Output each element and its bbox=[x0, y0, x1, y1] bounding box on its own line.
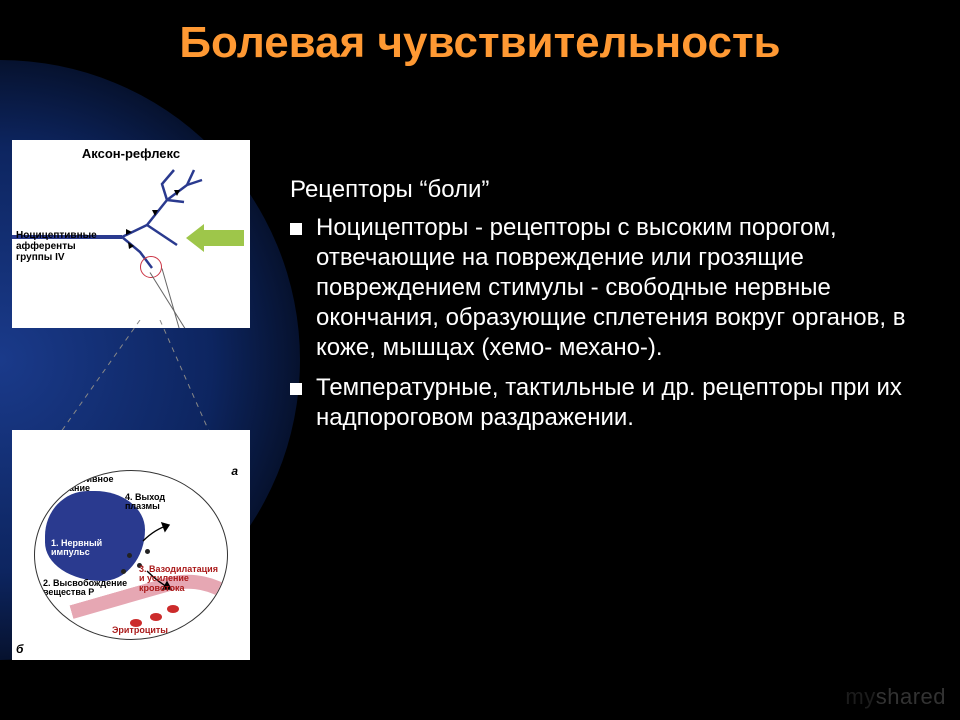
afferent-label: Ноцицептивные афференты группы IV bbox=[16, 230, 100, 263]
bullet-text: Температурные, тактильные и др. рецептор… bbox=[316, 373, 920, 433]
big-arrow-icon bbox=[186, 224, 204, 252]
bullet-item: Ноцицепторы - рецепторы с высоким порого… bbox=[290, 213, 920, 363]
content-area: Рецепторы “боли” Ноцицепторы - рецепторы… bbox=[290, 175, 920, 443]
figure-nociceptive-ending: а б Ноцицептивное окончание 1. Нервный и… bbox=[12, 430, 250, 660]
bullet-text: Ноцицепторы - рецепторы с высоким порого… bbox=[316, 213, 920, 363]
label-ending: Ноцицептивное окончание bbox=[43, 475, 121, 494]
label-step1: 1. Нервный импульс bbox=[51, 539, 111, 558]
lead-text: Рецепторы “боли” bbox=[290, 175, 920, 205]
slide-title: Болевая чувствительность bbox=[0, 18, 960, 68]
bullet-square-icon bbox=[290, 383, 302, 395]
label-step2: 2. Высвобождение вещества Р bbox=[43, 579, 129, 598]
figure-axon-reflex: Аксон-рефлекс Ноцицептивные афференты гр… bbox=[12, 140, 250, 328]
watermark-text: myshared bbox=[845, 684, 946, 710]
label-step4: 4. Выход плазмы bbox=[125, 493, 187, 512]
panel-label-a: а bbox=[231, 464, 238, 478]
label-step3: 3. Вазодилатация и усиление кровотока bbox=[139, 565, 221, 593]
big-arrow-shaft bbox=[204, 230, 244, 246]
panel-label-b: б bbox=[16, 642, 23, 656]
bullet-item: Температурные, тактильные и др. рецептор… bbox=[290, 373, 920, 433]
bullet-square-icon bbox=[290, 223, 302, 235]
detail-circle: Ноцицептивное окончание 1. Нервный импул… bbox=[34, 470, 228, 640]
label-rbc: Эритроциты bbox=[105, 626, 175, 635]
